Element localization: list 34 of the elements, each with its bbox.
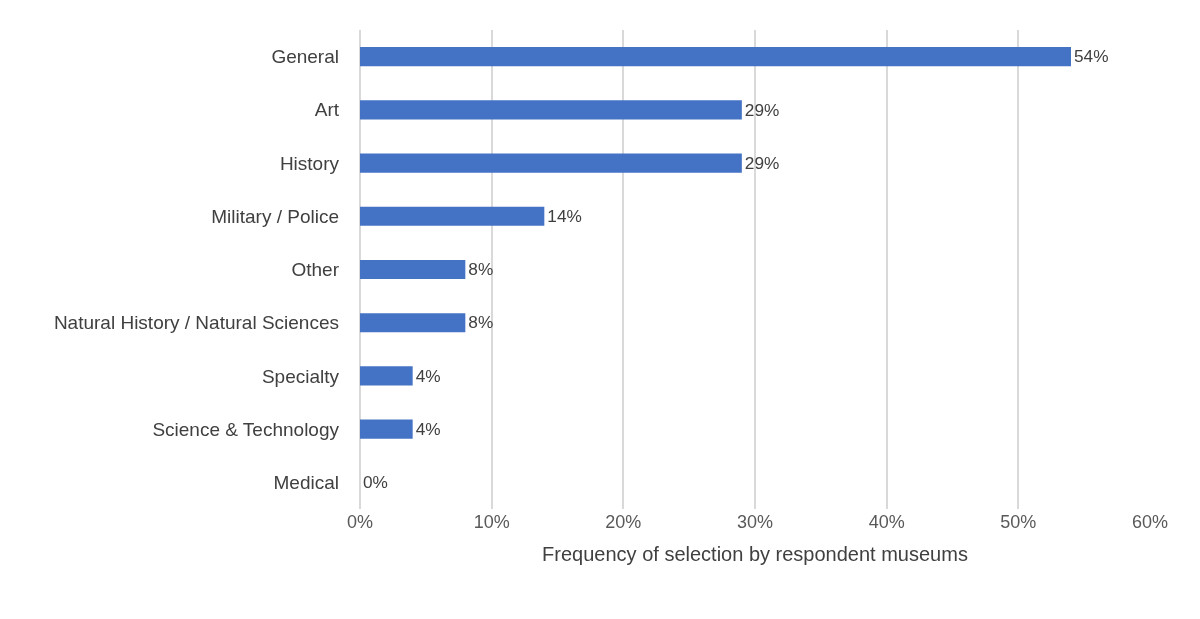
y-tick-label: Natural History / Natural Sciences xyxy=(53,312,339,334)
bar xyxy=(360,259,466,280)
data-label: 29% xyxy=(744,152,780,173)
data-label: 0% xyxy=(363,472,388,493)
data-label: 8% xyxy=(468,312,494,333)
x-tick-label: 20% xyxy=(605,512,642,532)
y-tick-label: Other xyxy=(291,259,340,281)
data-label: 14% xyxy=(547,206,582,227)
bar xyxy=(360,206,545,226)
data-label: 4% xyxy=(415,418,441,439)
x-axis-title: Frequency of selection by respondent museums xyxy=(542,542,968,565)
data-label: 29% xyxy=(744,99,780,120)
y-tick-label: Medical xyxy=(273,472,339,494)
bar xyxy=(360,366,413,386)
y-tick-label: History xyxy=(279,152,340,174)
y-tick-label: General xyxy=(271,46,339,68)
x-tick-label: 50% xyxy=(1000,512,1037,532)
x-tick-label: 40% xyxy=(868,512,905,532)
data-label: 4% xyxy=(415,365,441,386)
data-label: 8% xyxy=(468,259,494,280)
x-tick-label: 10% xyxy=(473,512,510,532)
x-tick-label: 30% xyxy=(736,512,774,532)
y-tick-label: Art xyxy=(314,99,340,121)
data-label: 54% xyxy=(1074,46,1109,67)
bar xyxy=(360,153,742,173)
y-tick-label: Military / Police xyxy=(211,205,339,227)
y-tick-label: Specialty xyxy=(261,365,340,387)
bar xyxy=(360,419,413,439)
y-tick-label: Science & Technology xyxy=(152,418,340,440)
bar xyxy=(360,100,742,120)
bar xyxy=(360,313,466,333)
x-tick-label: 0% xyxy=(346,512,374,532)
x-tick-label: 60% xyxy=(1131,512,1169,532)
bar xyxy=(360,47,1071,67)
